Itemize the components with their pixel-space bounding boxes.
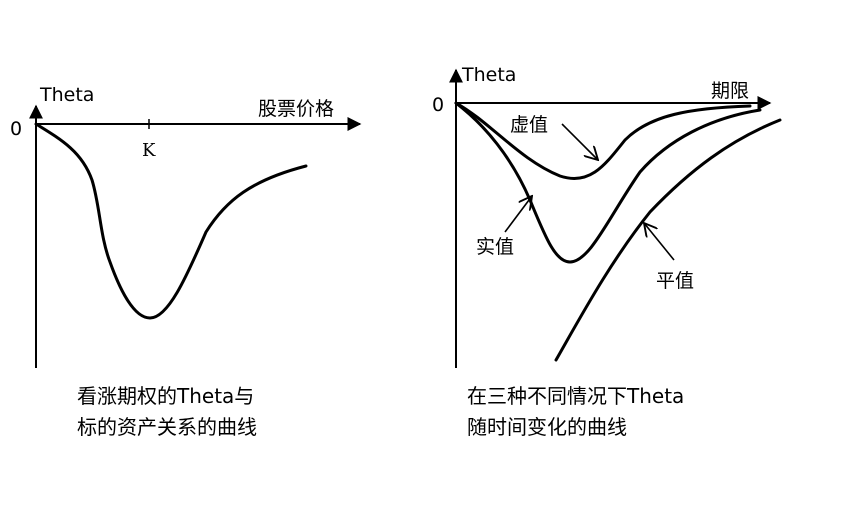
left-x-axis-label: 股票价格 bbox=[258, 98, 334, 120]
right-caption-line1: 在三种不同情况下Theta bbox=[467, 384, 684, 408]
left-y-axis-label: Theta bbox=[39, 84, 94, 106]
otm-pointer bbox=[561, 123, 598, 160]
left-origin-label: 0 bbox=[10, 118, 22, 140]
itm-pointer bbox=[504, 196, 532, 233]
otm-label: 虚值 bbox=[510, 114, 548, 136]
atm-label: 平值 bbox=[656, 270, 694, 292]
left-caption-line1: 看涨期权的Theta与 bbox=[77, 384, 254, 408]
itm-theta-curve bbox=[454, 101, 762, 264]
otm-theta-curve bbox=[454, 101, 752, 180]
strike-label: K bbox=[142, 140, 156, 161]
left-theta-curve bbox=[34, 122, 308, 320]
left-panel: Theta 股票价格 0 K bbox=[10, 84, 362, 368]
left-caption-line2: 标的资产关系的曲线 bbox=[77, 415, 257, 439]
atm-pointer bbox=[644, 223, 675, 261]
right-x-axis-label: 期限 bbox=[711, 80, 749, 102]
itm-label: 实值 bbox=[476, 236, 514, 258]
right-panel: Theta 期限 0 虚值 实值 平值 bbox=[432, 64, 782, 368]
right-caption-line2: 随时间变化的曲线 bbox=[467, 415, 627, 439]
atm-theta-curve bbox=[554, 118, 782, 362]
right-y-axis-label: Theta bbox=[461, 64, 516, 86]
right-origin-label: 0 bbox=[432, 94, 444, 116]
